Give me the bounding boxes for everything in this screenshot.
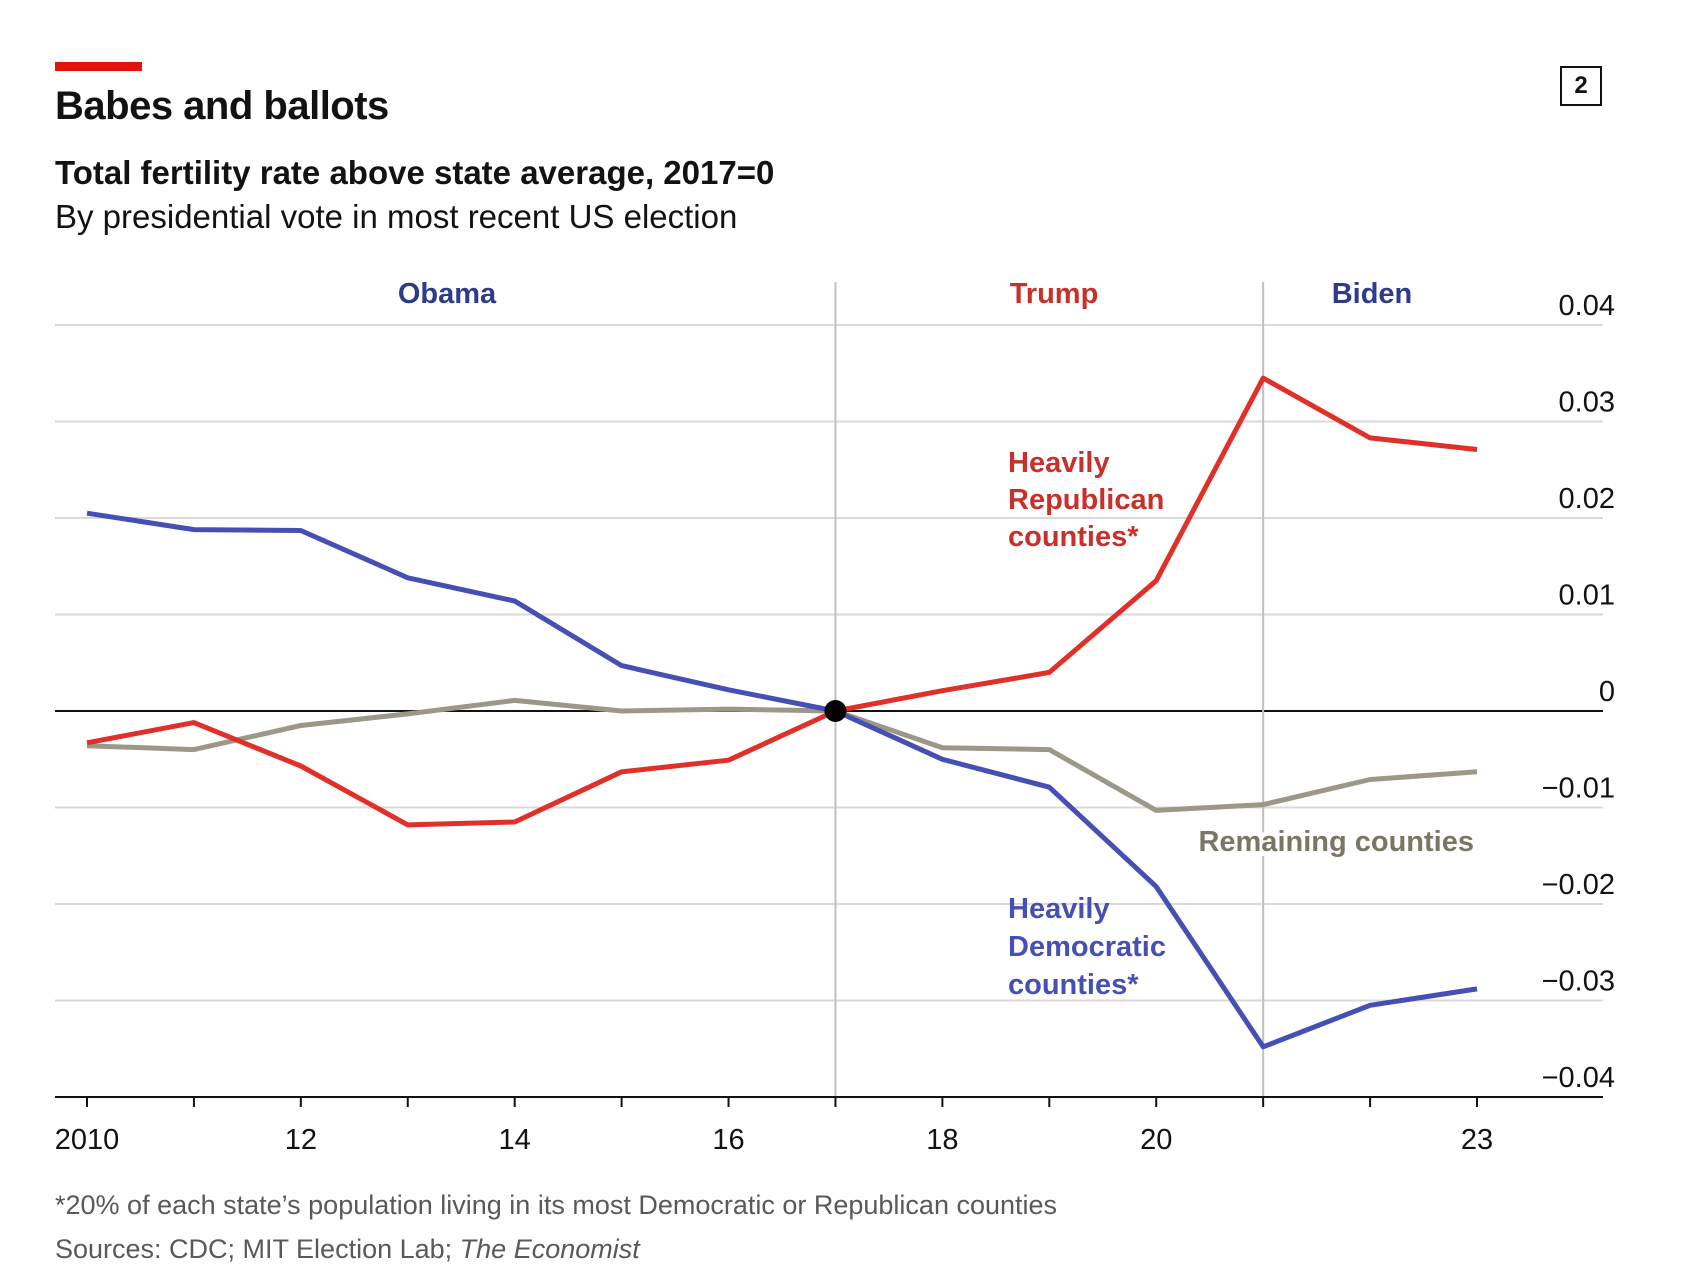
x-tick-label: 2010 [55, 1124, 120, 1150]
series-line-republican [86, 375, 1478, 828]
accent-bar [55, 62, 142, 71]
term-label-biden: Biden [1332, 278, 1413, 310]
series-label-democratic: Heavily [1008, 893, 1110, 925]
sources-publication: The Economist [459, 1234, 640, 1264]
chart-subtitle: Total fertility rate above state average… [55, 154, 775, 191]
series-label-democratic: Democratic [1008, 931, 1166, 963]
footnote: *20% of each state’s population living i… [55, 1190, 1058, 1220]
y-tick-label: −0.01 [1542, 773, 1615, 805]
series-label-halo: Remaining counties [1198, 826, 1474, 858]
y-tick-label: 0 [1599, 676, 1615, 708]
x-tick-label: 16 [712, 1124, 744, 1150]
chart-subheading: By presidential vote in most recent US e… [55, 198, 738, 235]
series-label-remaining: Remaining counties [1198, 826, 1474, 858]
y-tick-label: −0.02 [1542, 869, 1615, 901]
x-tick-label: 14 [499, 1124, 531, 1150]
term-label-trump: Trump [1010, 278, 1099, 310]
series-label-republican: Republican [1008, 484, 1164, 516]
y-tick-label: −0.04 [1542, 1062, 1615, 1094]
y-tick-label: 0.01 [1559, 580, 1615, 612]
chart-title: Babes and ballots [55, 84, 389, 128]
x-tick-label: 18 [926, 1124, 958, 1150]
base-year-point [824, 700, 847, 722]
y-tick-label: −0.03 [1542, 966, 1615, 998]
series-line-democratic [86, 510, 1478, 1050]
x-tick-label: 23 [1461, 1124, 1493, 1150]
term-label-obama: Obama [398, 278, 497, 310]
x-tick-label: 12 [285, 1124, 317, 1150]
x-tick-label: 20 [1140, 1124, 1172, 1150]
series-label-democratic: counties* [1008, 969, 1139, 1001]
y-tick-label: 0.02 [1559, 483, 1615, 515]
sources-note: Sources: CDC; MIT Election Lab; The Econ… [55, 1234, 640, 1265]
series-label-republican: Heavily [1008, 447, 1110, 479]
chart-number-badge: 2 [1560, 66, 1602, 106]
series-line-remaining [86, 697, 1478, 813]
fertility-line-chart: 0.040.030.020.010−0.01−0.02−0.03−0.04201… [55, 278, 1615, 1150]
sources-prefix: Sources: CDC; MIT Election Lab; [55, 1234, 460, 1264]
y-tick-label: 0.04 [1559, 290, 1615, 322]
series-label-republican: counties* [1008, 521, 1139, 553]
y-tick-label: 0.03 [1559, 387, 1615, 419]
